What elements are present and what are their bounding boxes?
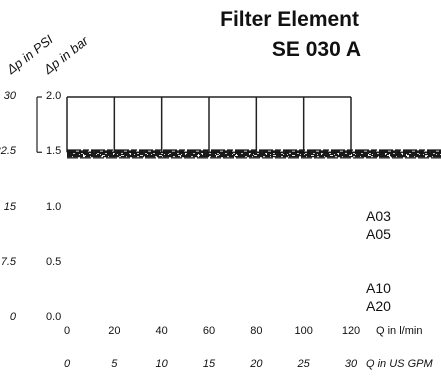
bar-tick-label-4: 2.0 [46, 90, 62, 102]
series-label-a03: A03 [366, 208, 391, 224]
psi-tick-label-1: 7.5 [0, 255, 16, 268]
psi-tick-label-2: 15 [3, 200, 16, 213]
x-gpm-tick-label-3: 15 [202, 358, 216, 370]
x-lmin-tick-label-1: 20 [108, 325, 121, 337]
x-gpm-tick-label-6: 30 [344, 358, 358, 370]
x-lmin-tick-label-6: 120 [341, 325, 361, 337]
series-label-a20: A20 [366, 298, 391, 314]
bar-tick-label-0: 0.0 [46, 311, 62, 323]
x-gpm-tick-label-0: 0 [63, 358, 71, 370]
bar-tick-label-2: 1.0 [46, 200, 62, 213]
series-label-a05: A05 [366, 226, 391, 242]
psi-tick-label-3: 22.5 [0, 145, 16, 158]
x-lmin-tick-label-0: 0 [63, 325, 71, 337]
x-gpm-tick-label-5: 25 [297, 358, 310, 370]
chart-title-line1: Filter Element [220, 8, 359, 31]
bar-tick-label-1: 0.5 [46, 255, 62, 268]
x-gpm-tick-label-1: 5 [111, 358, 118, 370]
x-gpm-tick-label-4: 20 [250, 358, 263, 370]
bar-tick-label-3: 1.5 [46, 145, 62, 158]
x-lmin-tick-label-2: 40 [155, 325, 168, 337]
psi-tick-label-0: 0 [9, 311, 16, 323]
x-lmin-tick-label-4: 80 [250, 325, 263, 337]
series-label-a10: A10 [366, 280, 391, 296]
chart-title-line2: SE 030 A [271, 38, 361, 61]
psi-tick-label-4: 30 [3, 90, 16, 102]
x-lmin-tick-label-3: 60 [202, 325, 216, 337]
x-lmin-axis-label: Q in l/min [376, 325, 423, 337]
x-lmin-tick-label-5: 100 [294, 325, 313, 337]
x-gpm-tick-label-2: 10 [155, 358, 168, 370]
x-gpm-axis-label: Q in US GPM [366, 358, 433, 370]
